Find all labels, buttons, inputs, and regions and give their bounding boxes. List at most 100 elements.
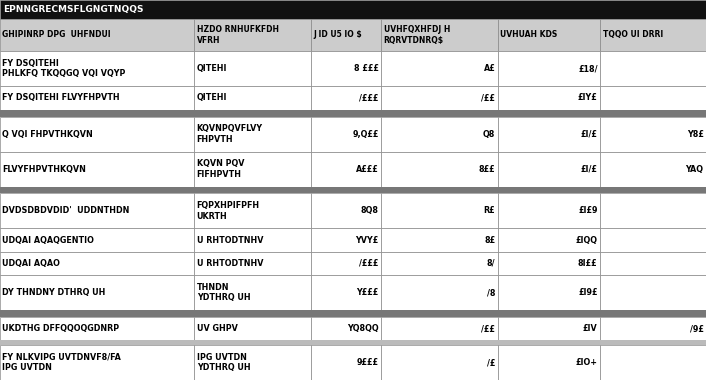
Text: 8£: 8£ (484, 236, 495, 245)
Bar (194, 345, 311, 380)
Text: KQVNPQVFLVY
FHPVTH: KQVNPQVFLVY FHPVTH (197, 124, 263, 144)
Bar (194, 152, 311, 187)
Text: Q8: Q8 (483, 130, 495, 139)
Bar (311, 275, 381, 310)
Bar (381, 117, 498, 152)
Bar (498, 275, 600, 310)
Bar (311, 51, 381, 86)
Text: U RHTODTNHV: U RHTODTNHV (197, 259, 263, 268)
Bar (381, 51, 498, 86)
Text: £I/£: £I/£ (581, 130, 597, 139)
Bar (381, 19, 498, 51)
Bar (600, 193, 706, 228)
Bar (194, 228, 311, 252)
Bar (600, 152, 706, 187)
Bar (498, 86, 600, 109)
Text: /8: /8 (486, 288, 495, 297)
Bar (311, 86, 381, 109)
Bar (0, 117, 194, 152)
Text: FLVYFHPVTHKQVN: FLVYFHPVTHKQVN (3, 165, 86, 174)
Bar (194, 275, 311, 310)
Text: QITEHI: QITEHI (197, 93, 227, 103)
Text: DVDSDBDVDID'  UDDNTHDN: DVDSDBDVDID' UDDNTHDN (3, 206, 130, 215)
Bar (600, 228, 706, 252)
Bar (311, 252, 381, 275)
Text: /£££: /£££ (359, 93, 378, 103)
Bar (311, 19, 381, 51)
Bar (0, 252, 194, 275)
Text: YVY£: YVY£ (356, 236, 378, 245)
Text: Q VQI FHPVTHKQVN: Q VQI FHPVTHKQVN (3, 130, 93, 139)
Bar (381, 152, 498, 187)
Bar (194, 317, 311, 340)
Bar (0, 345, 194, 380)
Text: UV GHPV: UV GHPV (197, 324, 237, 333)
Text: UVHFQXHFDJ H
RQRVTDNRQ$: UVHFQXHFDJ H RQRVTDNRQ$ (384, 25, 450, 45)
Text: Y£££: Y£££ (357, 288, 378, 297)
Bar (311, 345, 381, 380)
Text: FQPXHPIFPFH
UKRTH: FQPXHPIFPFH UKRTH (197, 201, 260, 221)
Text: J ID U5 IO $: J ID U5 IO $ (313, 30, 362, 40)
Bar (311, 193, 381, 228)
Text: 8££: 8££ (479, 165, 495, 174)
Text: UKDTHG DFFQQOQGDNRP: UKDTHG DFFQQOQGDNRP (3, 324, 119, 333)
Bar (311, 152, 381, 187)
Bar (0, 152, 194, 187)
Text: 8 £££: 8 £££ (354, 64, 378, 73)
Bar (498, 117, 600, 152)
Text: /£££: /£££ (359, 259, 378, 268)
Text: EPNNGRECMSFLGNGTNQQS: EPNNGRECMSFLGNGTNQQS (3, 5, 143, 14)
Text: UDQAI AQAQGENTIO: UDQAI AQAQGENTIO (3, 236, 95, 245)
Bar (0, 228, 194, 252)
Bar (381, 275, 498, 310)
Text: 8Q8: 8Q8 (361, 206, 378, 215)
Text: DY THNDNY DTHRQ UH: DY THNDNY DTHRQ UH (3, 288, 106, 297)
Text: YQ8QQ: YQ8QQ (347, 324, 378, 333)
Text: GHIPINRP DPG  UHFNDUI: GHIPINRP DPG UHFNDUI (3, 30, 111, 40)
Bar (0, 310, 706, 317)
Bar (600, 345, 706, 380)
Bar (0, 193, 194, 228)
Text: TQQO UI DRRI: TQQO UI DRRI (603, 30, 663, 40)
Bar (381, 252, 498, 275)
Bar (498, 51, 600, 86)
Bar (0, 187, 706, 193)
Text: 8/: 8/ (486, 259, 495, 268)
Text: £I£9: £I£9 (578, 206, 597, 215)
Bar (600, 86, 706, 109)
Text: £18/: £18/ (578, 64, 597, 73)
Text: U RHTODTNHV: U RHTODTNHV (197, 236, 263, 245)
Bar (600, 275, 706, 310)
Bar (311, 117, 381, 152)
Bar (381, 345, 498, 380)
Bar (194, 193, 311, 228)
Text: FY DSQITEHI FLVYFHPVTH: FY DSQITEHI FLVYFHPVTH (3, 93, 120, 103)
Bar (381, 193, 498, 228)
Text: £IV: £IV (583, 324, 597, 333)
Bar (381, 86, 498, 109)
Bar (194, 19, 311, 51)
Bar (311, 228, 381, 252)
Bar (194, 86, 311, 109)
Text: UVHUAH KDS: UVHUAH KDS (501, 30, 558, 40)
Bar (600, 117, 706, 152)
Bar (381, 228, 498, 252)
Bar (194, 252, 311, 275)
Bar (498, 152, 600, 187)
Bar (498, 345, 600, 380)
Text: 9,Q££: 9,Q££ (352, 130, 378, 139)
Bar (194, 117, 311, 152)
Text: R£: R£ (484, 206, 495, 215)
Text: KQVN PQV
FIFHPVTH: KQVN PQV FIFHPVTH (197, 159, 244, 179)
Text: YAQ: YAQ (686, 165, 703, 174)
Text: HZDO RNHUFKFDH
VFRH: HZDO RNHUFKFDH VFRH (197, 25, 279, 45)
Text: £IO+: £IO+ (575, 358, 597, 367)
Bar (498, 252, 600, 275)
Text: /££: /££ (481, 93, 495, 103)
Text: 9£££: 9£££ (357, 358, 378, 367)
Bar (600, 252, 706, 275)
Bar (600, 51, 706, 86)
Bar (0, 0, 706, 19)
Text: /£: /£ (487, 358, 495, 367)
Bar (498, 228, 600, 252)
